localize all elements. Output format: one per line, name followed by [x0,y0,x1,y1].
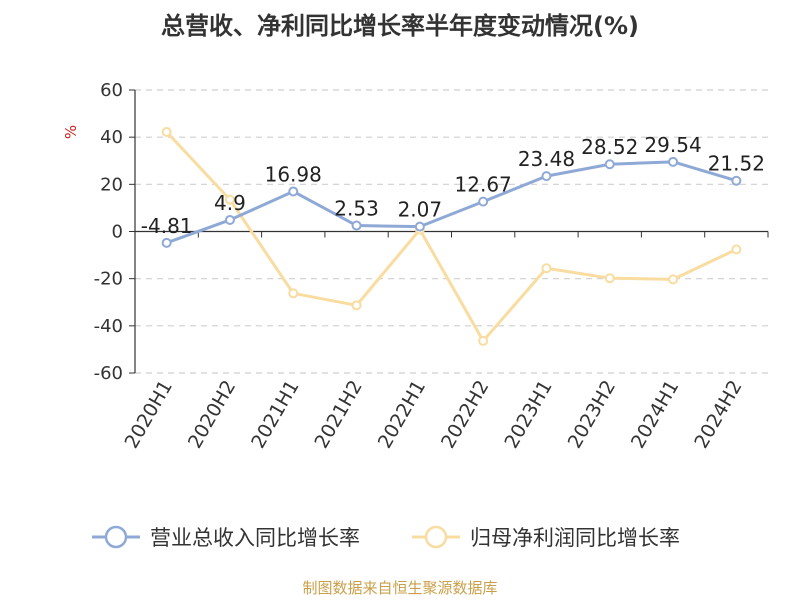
data-label: 2.53 [334,197,379,221]
point-revenue [161,237,172,248]
source-note: 制图数据来自恒生聚源数据库 [302,579,498,597]
series-line-revenue [166,160,737,245]
point-revenue [351,220,362,231]
series-line-net-profit [165,130,737,343]
y-tick-label: 60 [100,80,123,101]
point-revenue [604,159,615,170]
y-tick-label: 40 [100,127,123,148]
data-label: 16.98 [265,162,322,186]
point-net-profit [161,126,172,137]
legend: 营业总收入同比增长率 归母净利润同比增长率 [92,525,680,550]
y-tick-label: 20 [100,174,123,195]
point-net-profit [731,244,742,255]
point-revenue [414,221,425,232]
legend-label: 归母净利润同比增长率 [470,526,680,550]
point-revenue [541,171,552,182]
y-tick-label: -60 [94,363,123,384]
point-revenue [288,186,299,197]
data-label: 28.52 [581,135,638,159]
x-tick-label: 2024H2 [690,377,746,453]
x-tick-label: 2023H2 [564,377,620,453]
x-tick-label: 2021H2 [310,377,366,453]
point-net-profit [541,263,552,274]
x-tick-label: 2022H1 [374,377,430,453]
point-net-profit [604,273,615,284]
point-net-profit [478,335,489,346]
x-tick-label: 2022H2 [437,377,493,453]
data-label: 23.48 [518,147,575,171]
data-label: 12.67 [455,173,512,197]
y-tick-label: -20 [94,269,123,290]
point-revenue [478,196,489,207]
data-label: 4.9 [214,191,246,215]
data-label: 21.52 [708,152,765,176]
x-tick-label: 2023H1 [500,377,556,453]
point-revenue [731,175,742,186]
point-net-profit [351,300,362,311]
series-layer [161,126,742,346]
y-tick-label: 0 [112,222,123,243]
point-net-profit [224,194,235,205]
data-label: 29.54 [644,133,701,157]
y-tick-label: -40 [94,316,123,337]
legend-item-revenue: 营业总收入同比增长率 [92,525,360,550]
data-label: -4.81 [141,214,193,238]
legend-marker [104,525,128,549]
x-tick-label: 2021H1 [247,377,303,453]
legend-marker [424,525,448,549]
legend-item-net-profit: 归母净利润同比增长率 [412,525,680,550]
point-revenue [668,156,679,167]
y-axis-label: % [62,125,80,139]
point-revenue [224,214,235,225]
x-tick-label: 2024H1 [627,377,683,453]
x-tick-label: 2020H1 [121,377,177,453]
legend-label: 营业总收入同比增长率 [150,526,360,550]
data-label: 2.07 [398,198,443,222]
point-net-profit [668,274,679,285]
chart-title: 总营收、净利同比增长率半年度变动情况(%) [161,12,639,40]
point-net-profit [288,288,299,299]
x-tick-label: 2020H2 [184,377,240,453]
